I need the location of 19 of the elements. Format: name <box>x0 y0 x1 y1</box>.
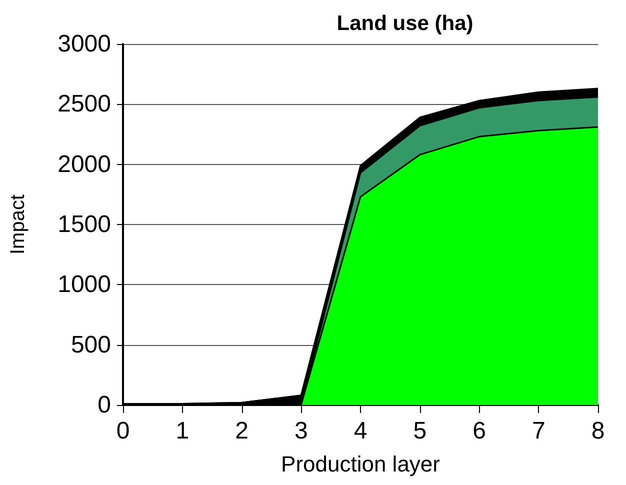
x-axis-title: Production layer <box>281 452 440 476</box>
y-tick-label: 0 <box>98 392 111 418</box>
y-tick-label: 500 <box>70 331 111 358</box>
x-tick-label: 3 <box>294 418 308 444</box>
y-tick-label: 2500 <box>58 90 111 118</box>
x-tick-label: 1 <box>176 418 190 444</box>
x-tick-label: 2 <box>235 418 248 444</box>
x-tick-label: 6 <box>472 418 486 444</box>
y-tick-label: 3000 <box>58 30 111 58</box>
x-tick-label: 0 <box>116 418 130 444</box>
y-tick-label: 2000 <box>58 150 111 178</box>
x-tick-label: 4 <box>354 418 368 444</box>
y-tick-label: 1500 <box>58 211 111 238</box>
y-tick-label: 1000 <box>58 271 111 298</box>
x-tick-label: 8 <box>591 418 605 444</box>
x-tick-label: 5 <box>413 418 427 444</box>
y-axis-title: Impact <box>7 194 29 255</box>
x-tick-label: 7 <box>532 418 546 444</box>
chart-title: Land use (ha) <box>336 12 474 35</box>
